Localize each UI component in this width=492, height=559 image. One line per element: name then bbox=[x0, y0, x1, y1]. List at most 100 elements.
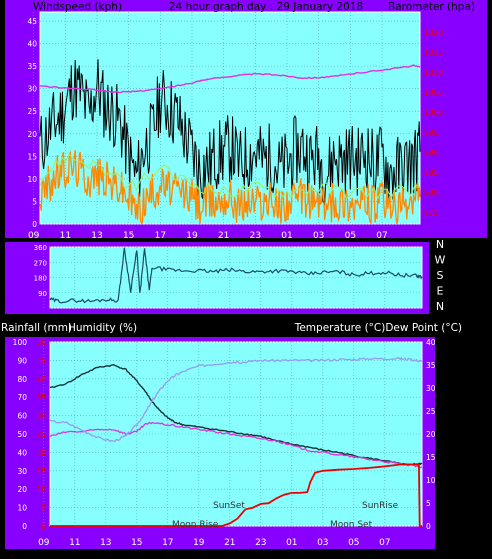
x-tick-label: 13 bbox=[100, 538, 111, 548]
x-tick-label: 03 bbox=[313, 231, 324, 241]
humidity-line bbox=[49, 356, 423, 442]
x-tick-label: 01 bbox=[281, 231, 292, 241]
direction-tick: 180 bbox=[34, 275, 47, 283]
barometer-tick: 995 bbox=[424, 128, 439, 137]
temperature-tick: 25 bbox=[426, 407, 436, 416]
barometer-tick: 1000 bbox=[424, 108, 443, 117]
barometer-tick: 990 bbox=[424, 148, 439, 157]
rainfall-tick: 20 bbox=[36, 448, 46, 457]
compass-letter-s: S bbox=[437, 269, 444, 282]
temperature-tick: 10 bbox=[426, 476, 436, 485]
direction-tick: 360 bbox=[34, 244, 47, 252]
sunrise-label: SunRise bbox=[362, 501, 399, 511]
x-tick-label: 07 bbox=[379, 538, 390, 548]
humidity-tick: 90 bbox=[17, 356, 27, 365]
x-tick-label: 15 bbox=[123, 231, 134, 241]
rainfall-tick: 30 bbox=[36, 412, 46, 421]
x-tick-label: 09 bbox=[38, 538, 50, 548]
humidity-tick: 40 bbox=[17, 448, 27, 457]
windspeed-tick: 30 bbox=[27, 85, 37, 94]
x-tick-label: 15 bbox=[131, 538, 142, 548]
rainfall-tick: 50 bbox=[36, 338, 46, 347]
direction-tick: 270 bbox=[34, 259, 47, 267]
x-tick-label: 17 bbox=[155, 231, 166, 241]
compass-letter-w: W bbox=[435, 254, 446, 267]
rainfall-tick: 40 bbox=[36, 375, 46, 384]
x-tick-label: 05 bbox=[345, 231, 356, 241]
compass-letter-n: N bbox=[436, 238, 444, 251]
barometer-axis-title: Barometer (hpa) bbox=[388, 1, 475, 13]
humidity-tick: 10 bbox=[17, 504, 27, 513]
sunset-label: SunSet bbox=[213, 501, 245, 511]
humidity-tick: 30 bbox=[17, 467, 27, 476]
windspeed-light-line bbox=[39, 153, 421, 200]
direction-tick: 90 bbox=[38, 290, 47, 298]
rainfall-tick: 45 bbox=[36, 356, 46, 365]
temperature-dewpoint-axis-title: Temperature (°C)Dew Point (°C) bbox=[294, 322, 462, 334]
x-tick-label: 11 bbox=[69, 538, 80, 548]
humidity-tick: 100 bbox=[13, 338, 28, 347]
windspeed-tick: 20 bbox=[27, 130, 37, 139]
humidity-axis-title: Humidity (%) bbox=[68, 322, 137, 334]
barometer-tick: 1015 bbox=[424, 48, 443, 57]
compass-letter-e: E bbox=[437, 285, 444, 298]
humidity-tick: 80 bbox=[17, 375, 27, 384]
temperature-line bbox=[49, 363, 423, 466]
rainfall-tick: 0 bbox=[41, 522, 46, 531]
rainfall-tick: 15 bbox=[36, 467, 46, 476]
rainfall-tick: 5 bbox=[41, 504, 46, 513]
windspeed-tick: 5 bbox=[32, 197, 37, 206]
x-tick-label: 19 bbox=[193, 538, 205, 548]
moonset-label: Moon Set bbox=[330, 520, 373, 530]
top-series bbox=[39, 59, 421, 225]
windspeed-average-line bbox=[39, 150, 421, 225]
x-tick-label: 19 bbox=[186, 231, 198, 241]
humidity-tick: 50 bbox=[17, 430, 27, 439]
barometer-tick: 1010 bbox=[424, 68, 443, 77]
temperature-tick-labels: 0 5 10 15 20 25 30 35 40 bbox=[426, 338, 436, 531]
windspeed-tick: 0 bbox=[32, 220, 37, 229]
x-tick-label: 17 bbox=[162, 538, 173, 548]
rainfall-tick-labels: 0 5 10 15 20 25 30 35 40 45 50 bbox=[36, 338, 46, 531]
rainfall-axis-title: Rainfall (mm) bbox=[1, 322, 72, 334]
windspeed-axis-title: Windspeed (kph) bbox=[33, 1, 122, 13]
rainfall-line bbox=[50, 463, 422, 527]
rainfall-tick: 10 bbox=[36, 485, 46, 494]
temperature-tick: 30 bbox=[426, 384, 436, 393]
humidity-tick: 20 bbox=[17, 485, 27, 494]
compass-letter-n: N bbox=[436, 300, 444, 313]
humidity-tick: 0 bbox=[22, 522, 27, 531]
humidity-tick: 70 bbox=[17, 393, 27, 402]
direction-series bbox=[49, 247, 423, 304]
x-tick-label: 13 bbox=[91, 231, 102, 241]
direction-grid bbox=[43, 246, 422, 309]
barometer-tick-labels: 975 980 985 990 995 1000 1005 1010 1015 1020 bbox=[424, 28, 443, 217]
windspeed-tick: 35 bbox=[27, 62, 37, 71]
dewpoint-line bbox=[49, 421, 422, 469]
bottom-series bbox=[49, 356, 423, 527]
temperature-tick: 40 bbox=[426, 338, 436, 347]
x-tick-label: 21 bbox=[218, 231, 229, 241]
x-tick-label: 21 bbox=[224, 538, 235, 548]
rainfall-tick: 35 bbox=[36, 393, 46, 402]
windspeed-tick: 15 bbox=[27, 152, 37, 161]
windspeed-tick-labels: 0 5 10 15 20 25 30 35 40 45 bbox=[27, 17, 37, 229]
barometer-tick: 985 bbox=[424, 168, 439, 177]
humidity-tick: 60 bbox=[17, 412, 27, 421]
temperature-tick: 20 bbox=[426, 430, 436, 439]
windspeed-tick: 45 bbox=[27, 17, 37, 26]
direction-tick-labels: 90 180 270 360 bbox=[34, 244, 47, 298]
barometer-tick: 1005 bbox=[424, 88, 443, 97]
barometer-tick: 1020 bbox=[424, 28, 443, 37]
top-time-tick-labels: 11 13 15 17 19 21 23 01 03 05 07 09 bbox=[28, 231, 388, 241]
x-tick-label: 23 bbox=[250, 231, 261, 241]
barometer-tick: 975 bbox=[424, 208, 439, 217]
temperature-tick: 35 bbox=[426, 361, 436, 370]
humidity-tick-labels: 0 10 20 30 40 50 60 70 80 90 100 bbox=[13, 338, 28, 531]
x-tick-label: 07 bbox=[376, 231, 387, 241]
x-tick-label: 09 bbox=[28, 231, 40, 241]
temperature-tick: 5 bbox=[426, 499, 431, 508]
